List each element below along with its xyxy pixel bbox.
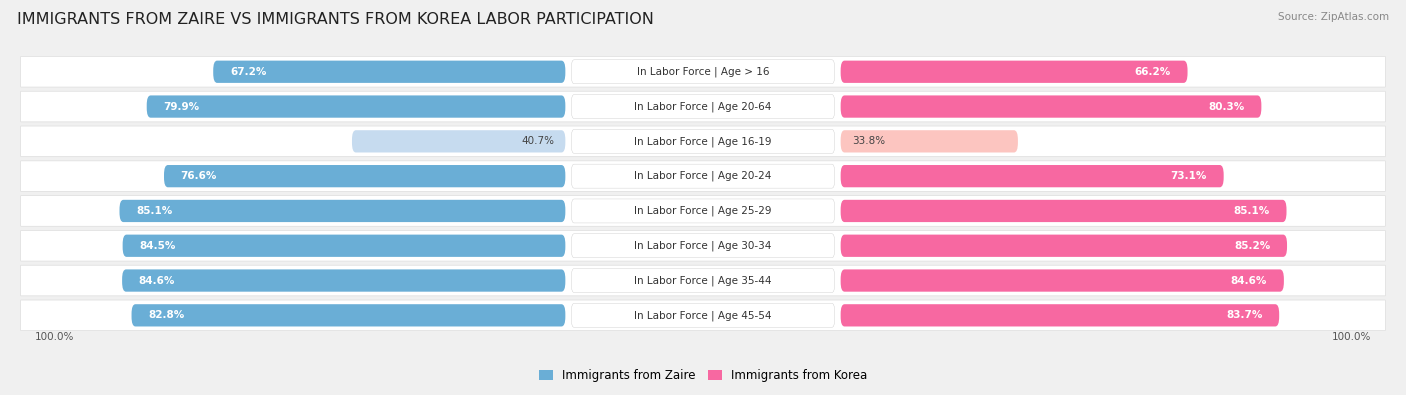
- FancyBboxPatch shape: [571, 269, 835, 293]
- FancyBboxPatch shape: [571, 60, 835, 84]
- FancyBboxPatch shape: [571, 94, 835, 118]
- Text: 76.6%: 76.6%: [181, 171, 217, 181]
- Text: 100.0%: 100.0%: [35, 332, 75, 342]
- FancyBboxPatch shape: [122, 235, 565, 257]
- FancyBboxPatch shape: [21, 300, 1385, 331]
- Text: 100.0%: 100.0%: [1331, 332, 1371, 342]
- Text: In Labor Force | Age 20-24: In Labor Force | Age 20-24: [634, 171, 772, 181]
- FancyBboxPatch shape: [841, 130, 1018, 152]
- FancyBboxPatch shape: [571, 199, 835, 223]
- Text: 82.8%: 82.8%: [148, 310, 184, 320]
- Text: 85.1%: 85.1%: [136, 206, 173, 216]
- FancyBboxPatch shape: [21, 196, 1385, 226]
- FancyBboxPatch shape: [21, 126, 1385, 157]
- Text: 66.2%: 66.2%: [1135, 67, 1171, 77]
- Text: 85.1%: 85.1%: [1233, 206, 1270, 216]
- Text: In Labor Force | Age 30-34: In Labor Force | Age 30-34: [634, 241, 772, 251]
- FancyBboxPatch shape: [571, 130, 835, 153]
- FancyBboxPatch shape: [21, 265, 1385, 296]
- FancyBboxPatch shape: [21, 91, 1385, 122]
- Text: IMMIGRANTS FROM ZAIRE VS IMMIGRANTS FROM KOREA LABOR PARTICIPATION: IMMIGRANTS FROM ZAIRE VS IMMIGRANTS FROM…: [17, 12, 654, 27]
- Text: 85.2%: 85.2%: [1234, 241, 1271, 251]
- FancyBboxPatch shape: [165, 165, 565, 187]
- FancyBboxPatch shape: [841, 235, 1286, 257]
- Text: In Labor Force | Age > 16: In Labor Force | Age > 16: [637, 66, 769, 77]
- FancyBboxPatch shape: [132, 304, 565, 327]
- Text: In Labor Force | Age 20-64: In Labor Force | Age 20-64: [634, 101, 772, 112]
- FancyBboxPatch shape: [352, 130, 565, 152]
- Text: 79.9%: 79.9%: [163, 102, 200, 111]
- FancyBboxPatch shape: [146, 96, 565, 118]
- Text: 40.7%: 40.7%: [522, 136, 554, 147]
- Text: 84.5%: 84.5%: [139, 241, 176, 251]
- Text: 73.1%: 73.1%: [1171, 171, 1206, 181]
- FancyBboxPatch shape: [120, 200, 565, 222]
- Text: 83.7%: 83.7%: [1226, 310, 1263, 320]
- Text: In Labor Force | Age 25-29: In Labor Force | Age 25-29: [634, 206, 772, 216]
- Text: 84.6%: 84.6%: [1230, 276, 1267, 286]
- Text: In Labor Force | Age 16-19: In Labor Force | Age 16-19: [634, 136, 772, 147]
- Text: 67.2%: 67.2%: [231, 67, 266, 77]
- Text: In Labor Force | Age 45-54: In Labor Force | Age 45-54: [634, 310, 772, 321]
- FancyBboxPatch shape: [571, 234, 835, 258]
- FancyBboxPatch shape: [21, 161, 1385, 192]
- FancyBboxPatch shape: [214, 60, 565, 83]
- FancyBboxPatch shape: [21, 56, 1385, 87]
- Text: In Labor Force | Age 35-44: In Labor Force | Age 35-44: [634, 275, 772, 286]
- FancyBboxPatch shape: [841, 60, 1188, 83]
- FancyBboxPatch shape: [841, 269, 1284, 292]
- Text: 84.6%: 84.6%: [139, 276, 176, 286]
- FancyBboxPatch shape: [571, 164, 835, 188]
- FancyBboxPatch shape: [841, 96, 1261, 118]
- Text: 33.8%: 33.8%: [852, 136, 884, 147]
- Legend: Immigrants from Zaire, Immigrants from Korea: Immigrants from Zaire, Immigrants from K…: [534, 364, 872, 386]
- FancyBboxPatch shape: [571, 303, 835, 327]
- FancyBboxPatch shape: [841, 165, 1223, 187]
- FancyBboxPatch shape: [841, 200, 1286, 222]
- FancyBboxPatch shape: [122, 269, 565, 292]
- FancyBboxPatch shape: [21, 230, 1385, 261]
- Text: 80.3%: 80.3%: [1208, 102, 1244, 111]
- FancyBboxPatch shape: [841, 304, 1279, 327]
- Text: Source: ZipAtlas.com: Source: ZipAtlas.com: [1278, 12, 1389, 22]
